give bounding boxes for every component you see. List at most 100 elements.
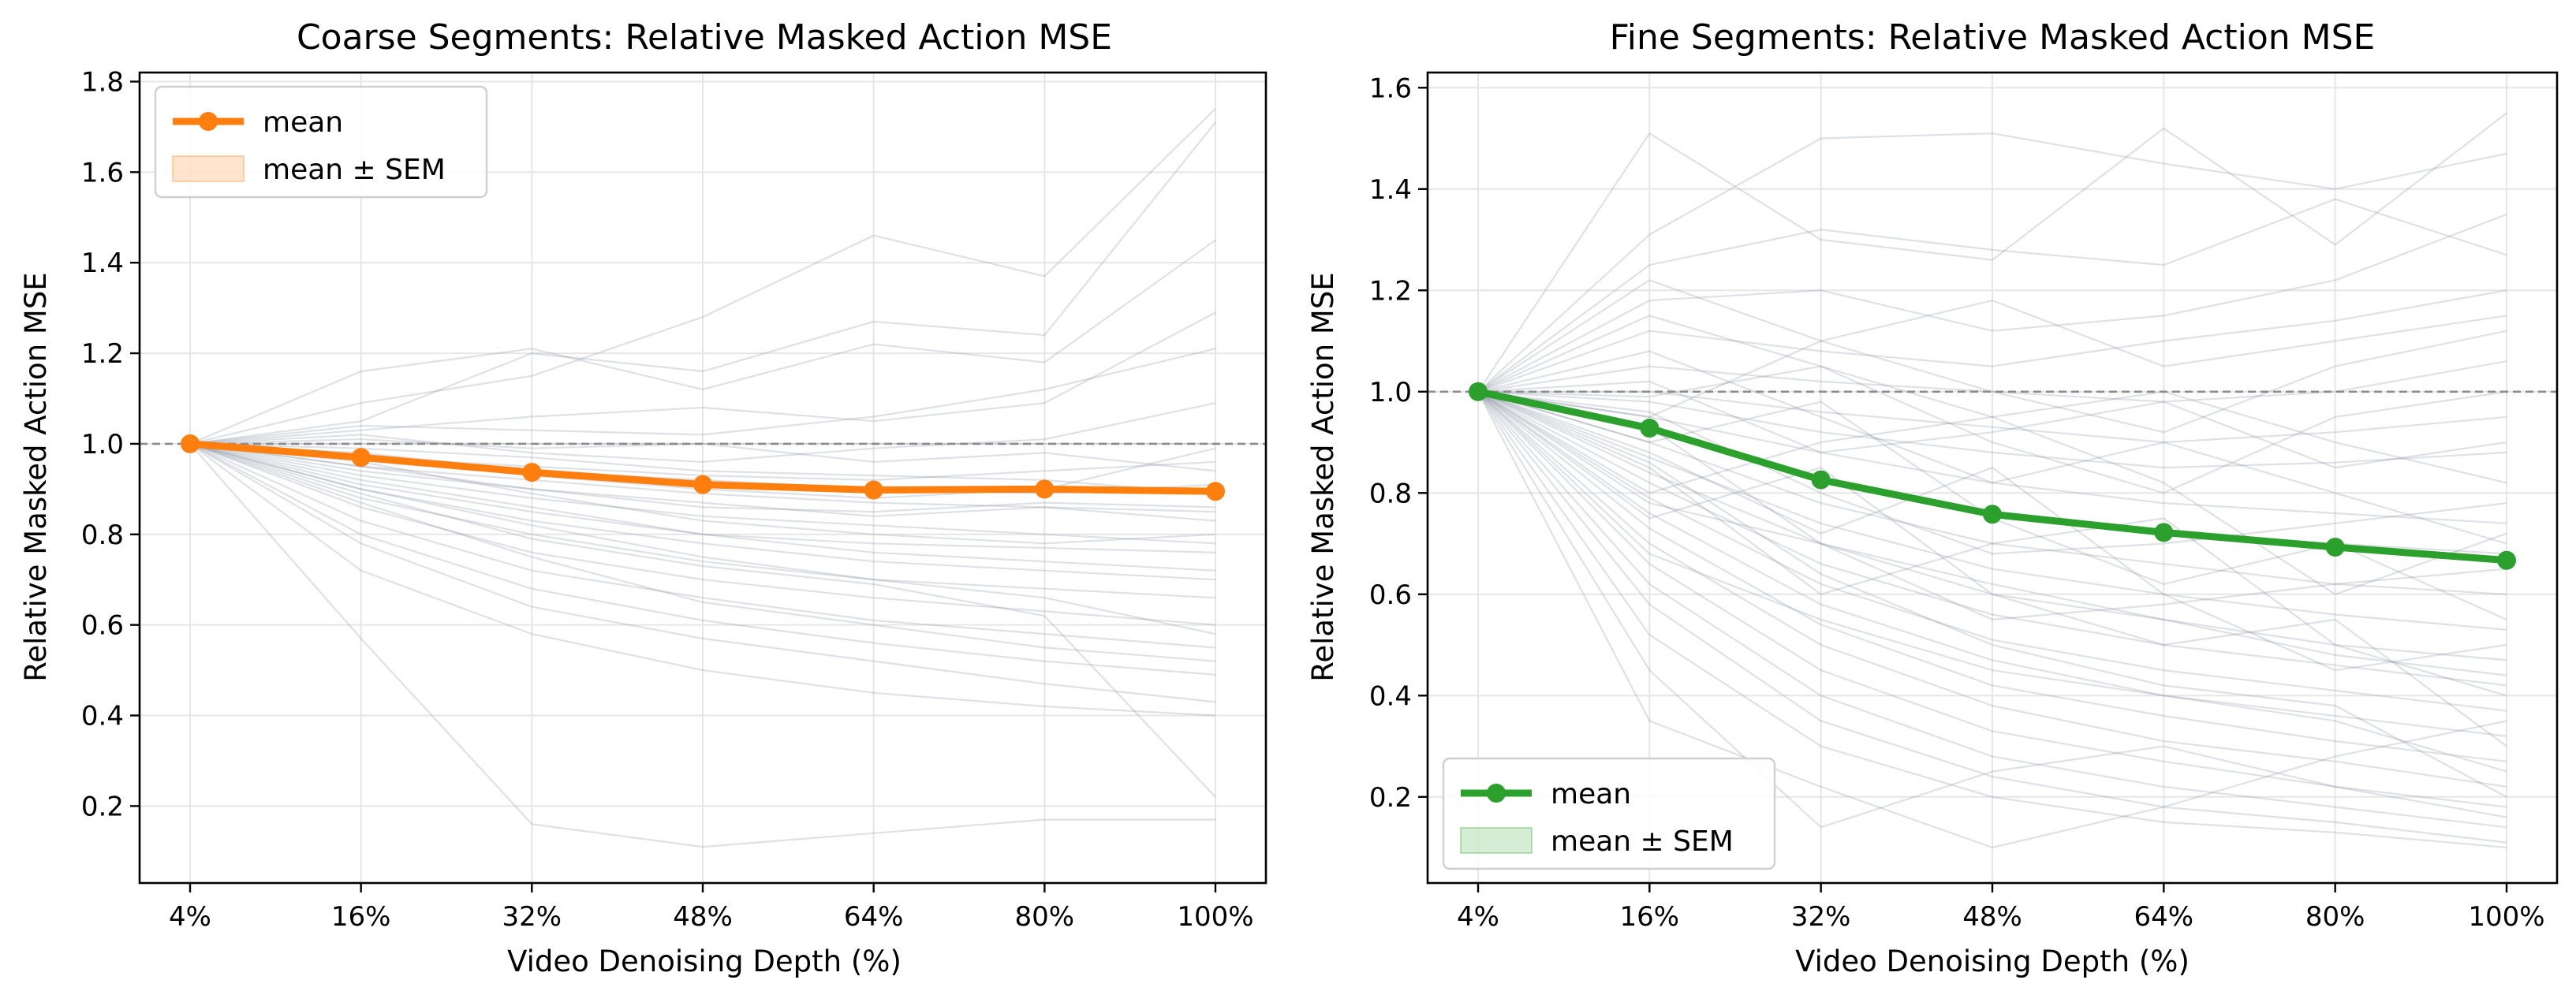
- sample-trace-line: [1477, 315, 2507, 494]
- sample-trace-line: [189, 442, 1216, 635]
- legend-sem-label: mean ± SEM: [1551, 825, 1734, 858]
- sample-trace-line: [1477, 390, 2507, 469]
- y-axis-label: Relative Masked Action MSE: [19, 272, 53, 681]
- x-tick-label: 80%: [2305, 901, 2365, 933]
- chart-title: Fine Segments: Relative Masked Action MS…: [1610, 17, 2376, 58]
- sample-trace-line: [1477, 391, 2507, 849]
- legend-mean-marker: [199, 112, 218, 131]
- legend-sem-label: mean ± SEM: [263, 154, 446, 186]
- sample-trace-line: [189, 442, 1216, 626]
- sample-trace-line: [1477, 279, 2507, 393]
- sample-trace-line: [189, 442, 1216, 545]
- legend-mean-marker: [1487, 784, 1506, 803]
- grid: [1428, 73, 2557, 883]
- x-tick-label: 48%: [673, 901, 733, 933]
- y-tick-label: 0.6: [1369, 579, 1412, 611]
- sample-trace-line: [1477, 391, 2507, 773]
- mean-point: [1640, 419, 1659, 438]
- y-tick-label: 0.8: [1369, 478, 1412, 509]
- mean-point: [2325, 538, 2345, 557]
- mean-point: [1035, 479, 1055, 499]
- mean-point: [522, 463, 542, 483]
- mean-point: [1206, 482, 1225, 501]
- sample-trace-line: [1477, 390, 2507, 524]
- sample-trace-line: [1477, 390, 2507, 697]
- x-tick-label: 64%: [844, 901, 904, 933]
- sample-trace-line: [189, 442, 1216, 703]
- legend-box: [1442, 757, 1776, 870]
- sample-trace-line: [189, 442, 1216, 513]
- mean-point: [2154, 523, 2174, 542]
- sample-trace-line: [189, 442, 1216, 553]
- legend: mean mean ± SEM: [154, 85, 488, 199]
- x-tick-label: 48%: [1962, 901, 2022, 933]
- fine-segments-panel: Fine Segments: Relative Masked Action MS…: [1306, 17, 2559, 978]
- sample-trace-line: [1477, 350, 2507, 545]
- x-tick-label: 100%: [2468, 901, 2544, 933]
- x-tick-label: 4%: [169, 901, 211, 933]
- sample-trace-line: [189, 442, 1216, 798]
- mean-point: [693, 475, 712, 494]
- y-axis-label: Relative Masked Action MSE: [1306, 272, 1340, 681]
- x-axis-label: Video Denoising Depth (%): [1795, 945, 2190, 978]
- y-tick-label: 1.6: [1369, 73, 1412, 104]
- legend-sem-swatch: [172, 155, 245, 182]
- sample-trace-line: [1477, 289, 2507, 393]
- x-tick-label: 32%: [502, 901, 562, 933]
- mean-point: [181, 434, 200, 453]
- y-tick-label: 1.0: [1369, 377, 1412, 408]
- sample-trace-line: [189, 121, 1216, 445]
- sample-traces: [1477, 112, 2507, 849]
- sample-trace-line: [189, 402, 1216, 464]
- sample-trace-line: [1477, 390, 2507, 676]
- sample-trace-line: [189, 348, 1216, 445]
- legend-mean-label: mean: [1551, 778, 1631, 810]
- x-tick-label: 64%: [2134, 901, 2194, 933]
- sample-trace-line: [1477, 390, 2507, 596]
- sample-trace-line: [1477, 390, 2507, 762]
- y-tick-label: 1.6: [81, 157, 124, 188]
- y-tick-label: 0.8: [81, 520, 124, 551]
- x-tick-label: 16%: [1620, 901, 1680, 933]
- sample-trace-line: [1477, 213, 2507, 393]
- y-tick-label: 0.2: [81, 791, 124, 822]
- y-tick-label: 0.4: [1369, 680, 1412, 712]
- y-tick-label: 1.8: [81, 66, 124, 98]
- sample-trace-line: [1477, 380, 2507, 469]
- y-tick-label: 0.2: [1369, 782, 1412, 814]
- mean-point: [1811, 470, 1831, 490]
- sample-trace-line: [1477, 360, 2507, 403]
- sample-trace-line: [1477, 390, 2507, 798]
- sample-trace-line: [189, 442, 1216, 662]
- mean-point: [1983, 505, 2002, 524]
- sample-trace-line: [1477, 390, 2507, 687]
- sample-trace-line: [1477, 132, 2507, 393]
- sample-trace-line: [1477, 391, 2507, 849]
- sample-trace-line: [189, 239, 1216, 445]
- x-tick-label: 16%: [331, 901, 391, 933]
- sample-trace-line: [1477, 391, 2507, 829]
- sample-trace-line: [189, 442, 1216, 599]
- sample-trace-line: [189, 311, 1216, 445]
- sample-trace-line: [1477, 390, 2507, 631]
- chart-title: Coarse Segments: Relative Masked Action …: [297, 17, 1112, 58]
- sample-trace-line: [1477, 330, 2507, 434]
- x-tick-label: 32%: [1791, 901, 1851, 933]
- legend-sem-swatch: [1460, 827, 1533, 854]
- sample-trace-line: [1477, 112, 2507, 393]
- x-tick-label: 4%: [1457, 901, 1499, 933]
- x-tick-label: 80%: [1015, 901, 1075, 933]
- legend: mean mean ± SEM: [1442, 757, 1776, 870]
- y-tick-label: 1.2: [1369, 275, 1412, 307]
- y-tick-label: 1.2: [81, 338, 124, 370]
- legend-box: [154, 85, 488, 199]
- sample-trace-line: [1477, 365, 2507, 484]
- y-tick-label: 1.0: [81, 429, 124, 460]
- y-tick-label: 0.6: [81, 610, 124, 642]
- y-tick-label: 1.4: [81, 248, 124, 279]
- legend-mean-label: mean: [263, 106, 343, 139]
- sample-trace-line: [1477, 198, 2507, 393]
- sample-trace-line: [189, 442, 1216, 649]
- mean-point: [1469, 382, 1488, 401]
